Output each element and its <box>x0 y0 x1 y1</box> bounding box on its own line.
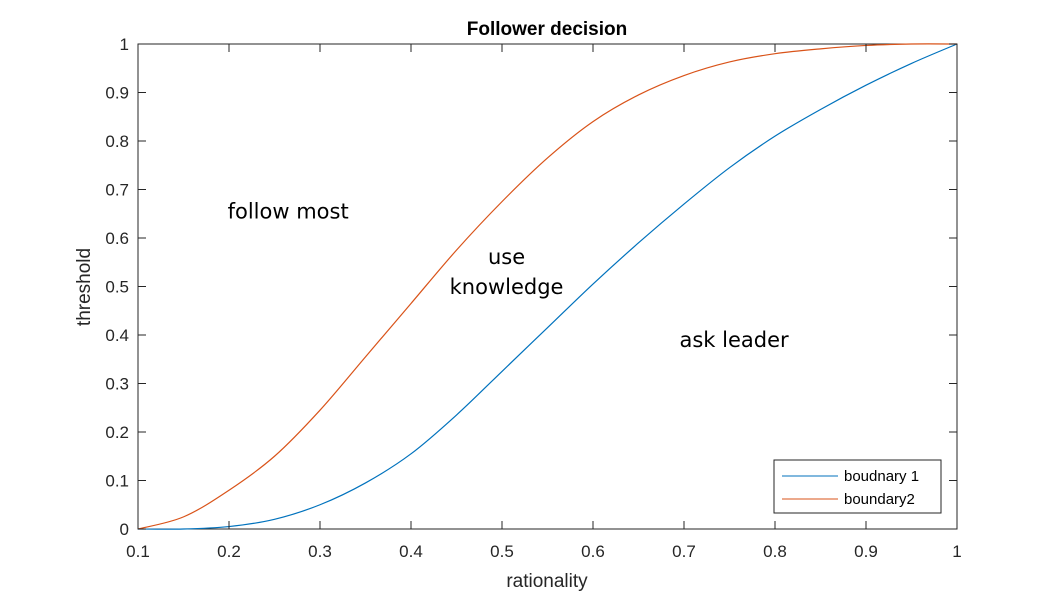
y-tick-label: 0.3 <box>105 375 129 394</box>
legend-box <box>773 459 942 514</box>
region-annotation: follow most <box>228 199 349 223</box>
y-ticks: 0 0.1 0.2 0.3 0.4 0.5 0.6 0.7 0.8 0.9 1 <box>105 35 957 539</box>
chart-title: Follower decision <box>467 19 627 40</box>
x-tick-label: 0.1 <box>126 542 150 561</box>
y-tick-label: 0.6 <box>105 229 129 248</box>
y-tick-label: 0.5 <box>105 278 129 297</box>
y-tick-label: 0.2 <box>105 423 129 442</box>
y-tick-label: 0.4 <box>105 326 129 345</box>
x-tick-label: 0.5 <box>490 542 514 561</box>
y-tick-label: 0.8 <box>105 132 129 151</box>
x-axis-label: rationality <box>506 571 588 592</box>
y-tick-label: 0.1 <box>105 472 129 491</box>
x-tick-label: 0.8 <box>763 542 787 561</box>
legend: boudnary 1 boundary2 <box>773 459 942 514</box>
x-ticks: 0.1 0.2 0.3 0.4 0.5 0.6 0.7 0.8 0.9 1 <box>126 44 962 561</box>
region-annotation: knowledge <box>450 275 564 299</box>
y-tick-label: 1 <box>120 35 129 54</box>
region-annotation: use <box>488 245 525 269</box>
x-tick-label: 0.2 <box>217 542 241 561</box>
y-tick-label: 0 <box>120 520 129 539</box>
y-tick-label: 0.7 <box>105 181 129 200</box>
series-line-1 <box>137 43 958 530</box>
y-axis-label: threshold <box>74 248 95 326</box>
curves-layer <box>137 43 958 530</box>
series-line-0 <box>137 43 958 530</box>
x-tick-label: 0.7 <box>672 542 696 561</box>
x-tick-label: 0.9 <box>854 542 878 561</box>
legend-label-boudnary-1: boudnary 1 <box>844 468 919 485</box>
region-annotation: ask leader <box>679 328 789 352</box>
x-tick-label: 1 <box>952 542 961 561</box>
x-tick-label: 0.4 <box>399 542 423 561</box>
legend-label-boundary2: boundary2 <box>844 491 915 508</box>
x-tick-label: 0.6 <box>581 542 605 561</box>
plot-area <box>137 43 958 530</box>
annotations: follow most use knowledge ask leader <box>228 199 789 352</box>
y-tick-label: 0.9 <box>105 84 129 103</box>
x-tick-label: 0.3 <box>308 542 332 561</box>
